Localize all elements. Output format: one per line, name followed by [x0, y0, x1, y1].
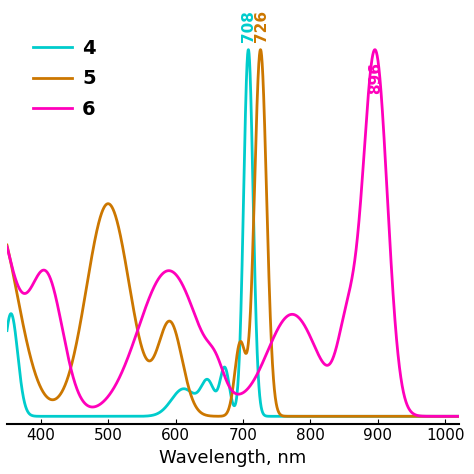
6	[419, 413, 425, 419]
4	[194, 390, 200, 395]
Legend: 4, 5, 6: 4, 5, 6	[26, 31, 103, 127]
4	[419, 413, 425, 419]
4	[219, 371, 225, 377]
5	[258, 47, 264, 53]
Line: 6: 6	[7, 50, 459, 416]
6	[332, 349, 338, 355]
5	[194, 405, 200, 411]
4	[456, 413, 462, 419]
6	[372, 47, 378, 53]
5	[198, 410, 203, 415]
4	[246, 47, 251, 53]
6	[194, 317, 200, 323]
Line: 4: 4	[7, 50, 459, 416]
6	[4, 244, 10, 249]
5	[419, 413, 425, 419]
Text: 708: 708	[241, 10, 256, 42]
6	[219, 365, 225, 371]
5	[219, 413, 225, 419]
5	[456, 413, 462, 419]
5	[4, 242, 10, 248]
5	[332, 413, 338, 419]
Line: 5: 5	[7, 50, 459, 416]
4	[198, 385, 203, 391]
X-axis label: Wavelength, nm: Wavelength, nm	[159, 449, 307, 467]
5	[442, 413, 448, 419]
4	[442, 413, 448, 419]
Text: 896: 896	[368, 62, 383, 94]
4	[4, 328, 10, 333]
6	[198, 326, 203, 331]
Text: 726: 726	[254, 10, 269, 42]
6	[442, 413, 448, 419]
4	[332, 413, 338, 419]
6	[456, 413, 462, 419]
